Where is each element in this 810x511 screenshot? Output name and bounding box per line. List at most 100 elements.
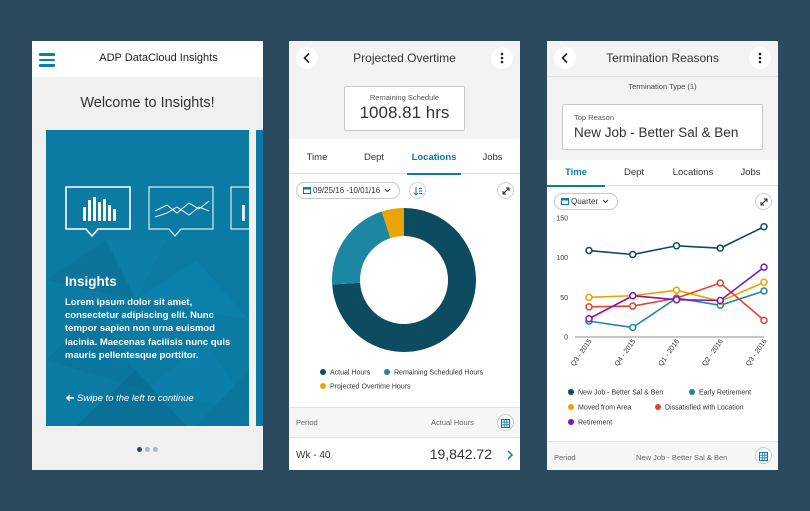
tab-locations[interactable]: Locations xyxy=(672,167,714,178)
data-point[interactable] xyxy=(585,246,593,255)
data-point[interactable] xyxy=(672,286,681,294)
data-point[interactable] xyxy=(585,303,593,311)
card-body: Lorem ipsum dolor sit amet, consectetur … xyxy=(65,297,231,361)
legend-item: Actual Hours xyxy=(320,369,370,377)
tab-bar: Time Dept Locations Jobs xyxy=(547,160,778,187)
period-filter[interactable]: Quarter xyxy=(554,193,619,210)
screen-title: Projected Overtime xyxy=(353,51,456,65)
projected-overtime-screen: Projected Overtime Remaining Schedule 10… xyxy=(289,41,520,470)
legend-item: Projected Overtime Hours xyxy=(320,383,411,391)
summary-label: Top Reason xyxy=(574,113,615,122)
data-point[interactable] xyxy=(629,323,637,332)
table-header: Period Actual Hours xyxy=(289,407,520,438)
column-header-period: Period xyxy=(296,418,318,427)
more-vertical-icon xyxy=(758,52,762,64)
table-header: Period New Job - Better Sal & Ben xyxy=(547,441,778,470)
donut-slice-2[interactable] xyxy=(381,208,404,239)
tab-dept[interactable]: Dept xyxy=(623,167,645,178)
row-value: 19,842.72 xyxy=(429,446,492,462)
expand-icon xyxy=(760,198,767,206)
data-point[interactable] xyxy=(760,287,768,295)
legend-label: Projected Overtime Hours xyxy=(330,383,411,391)
summary-value: New Job - Better Sal & Ben xyxy=(574,125,739,140)
sort-button[interactable] xyxy=(409,182,426,199)
tab-time[interactable]: Time xyxy=(547,160,605,187)
card-background-pattern xyxy=(46,240,249,426)
expand-button[interactable] xyxy=(755,193,772,210)
table-row[interactable]: Wk - 40 19,842.72 xyxy=(289,439,520,470)
data-point[interactable] xyxy=(585,293,593,302)
legend-item: New Job - Better Sal & Ben xyxy=(568,389,663,397)
legend-label: Retirement xyxy=(578,419,613,427)
column-header-reason: New Job - Better Sal & Ben xyxy=(636,453,728,462)
legend-label: New Job - Better Sal & Ben xyxy=(578,389,664,397)
hamburger-icon[interactable] xyxy=(39,53,55,67)
pager-dot[interactable] xyxy=(137,447,142,452)
swipe-hint: Swipe to the left to continue xyxy=(65,393,194,404)
more-vertical-icon xyxy=(500,52,504,64)
back-button[interactable] xyxy=(296,47,318,69)
data-point[interactable] xyxy=(585,315,593,323)
tab-jobs[interactable]: Jobs xyxy=(740,167,761,178)
insights-welcome-screen: ADP DataCloud Insights Welcome to Insigh… xyxy=(32,41,263,470)
y-tick-label: 0 xyxy=(564,335,568,342)
legend-swatch xyxy=(655,404,661,410)
swipe-hint-text: Swipe to the left to continue xyxy=(77,393,194,404)
bar-chart-icon xyxy=(230,186,249,230)
donut-slice-0[interactable] xyxy=(332,208,476,352)
app-title: ADP DataCloud Insights xyxy=(99,52,218,64)
line-chart-icon xyxy=(148,186,214,237)
data-point[interactable] xyxy=(716,279,724,287)
tab-bar: Time Dept Locations Jobs xyxy=(289,142,520,175)
x-tick-label: Q3 - 2015 xyxy=(570,338,594,368)
pager-dot[interactable] xyxy=(145,447,150,452)
legend-swatch xyxy=(384,369,390,375)
more-button[interactable] xyxy=(749,47,771,69)
summary-value: 1008.81 hrs xyxy=(359,103,450,122)
termination-reasons-screen: Termination Reasons Termination Type (1)… xyxy=(547,41,778,470)
data-point[interactable] xyxy=(716,244,724,252)
tab-jobs[interactable]: Jobs xyxy=(482,152,503,163)
data-point[interactable] xyxy=(629,250,637,259)
tab-dept[interactable]: Dept xyxy=(363,152,385,163)
data-point[interactable] xyxy=(716,296,724,305)
legend-item: Dissatisfied with Location xyxy=(655,404,744,412)
column-header-actual-hours: Actual Hours xyxy=(431,418,474,427)
period-filter-label: Quarter xyxy=(571,197,599,206)
table-view-button[interactable] xyxy=(497,414,514,431)
legend-label: Remaining Scheduled Hours xyxy=(394,369,484,377)
table-view-button[interactable] xyxy=(755,447,772,464)
chevron-right-icon[interactable] xyxy=(506,450,514,460)
pager-dot[interactable] xyxy=(153,447,158,452)
termination-line-chart: 0 50 100 150 Q3 - 2015 Q4 - 2015 Q1 - 2016 Q2 -… xyxy=(556,216,768,368)
expand-button[interactable] xyxy=(497,182,514,199)
row-period: Wk - 40 xyxy=(296,450,331,461)
back-button[interactable] xyxy=(554,47,576,69)
legend-item: Early Retirement xyxy=(689,389,751,397)
series-line-0 xyxy=(588,226,765,256)
data-point[interactable] xyxy=(760,263,768,271)
legend-swatch xyxy=(320,369,326,375)
more-button[interactable] xyxy=(491,47,513,69)
screen-header: Termination Reasons xyxy=(547,41,778,76)
data-point[interactable] xyxy=(672,242,681,250)
screen-title: Termination Reasons xyxy=(606,51,719,65)
data-point[interactable] xyxy=(760,278,768,287)
data-point[interactable] xyxy=(629,291,637,300)
data-point[interactable] xyxy=(760,316,768,325)
data-point[interactable] xyxy=(672,295,681,304)
tab-time[interactable]: Time xyxy=(306,152,328,163)
data-point[interactable] xyxy=(629,302,637,310)
donut-slice-1[interactable] xyxy=(332,211,391,285)
date-range-filter[interactable]: 09/25/16 -10/01/16 xyxy=(296,182,401,199)
legend-swatch xyxy=(689,389,695,395)
tab-locations[interactable]: Locations xyxy=(407,142,461,175)
data-point[interactable] xyxy=(760,222,768,231)
grid-icon xyxy=(759,452,768,461)
insights-card[interactable]: Insights Lorem ipsum dolor sit amet, con… xyxy=(46,130,249,426)
termination-type-header[interactable]: Termination Type (1) xyxy=(547,76,778,98)
legend-label: Dissatisfied with Location xyxy=(665,404,744,412)
screen-header: Projected Overtime xyxy=(289,41,520,76)
next-card-peek[interactable] xyxy=(256,130,263,426)
calendar-icon xyxy=(561,197,569,205)
